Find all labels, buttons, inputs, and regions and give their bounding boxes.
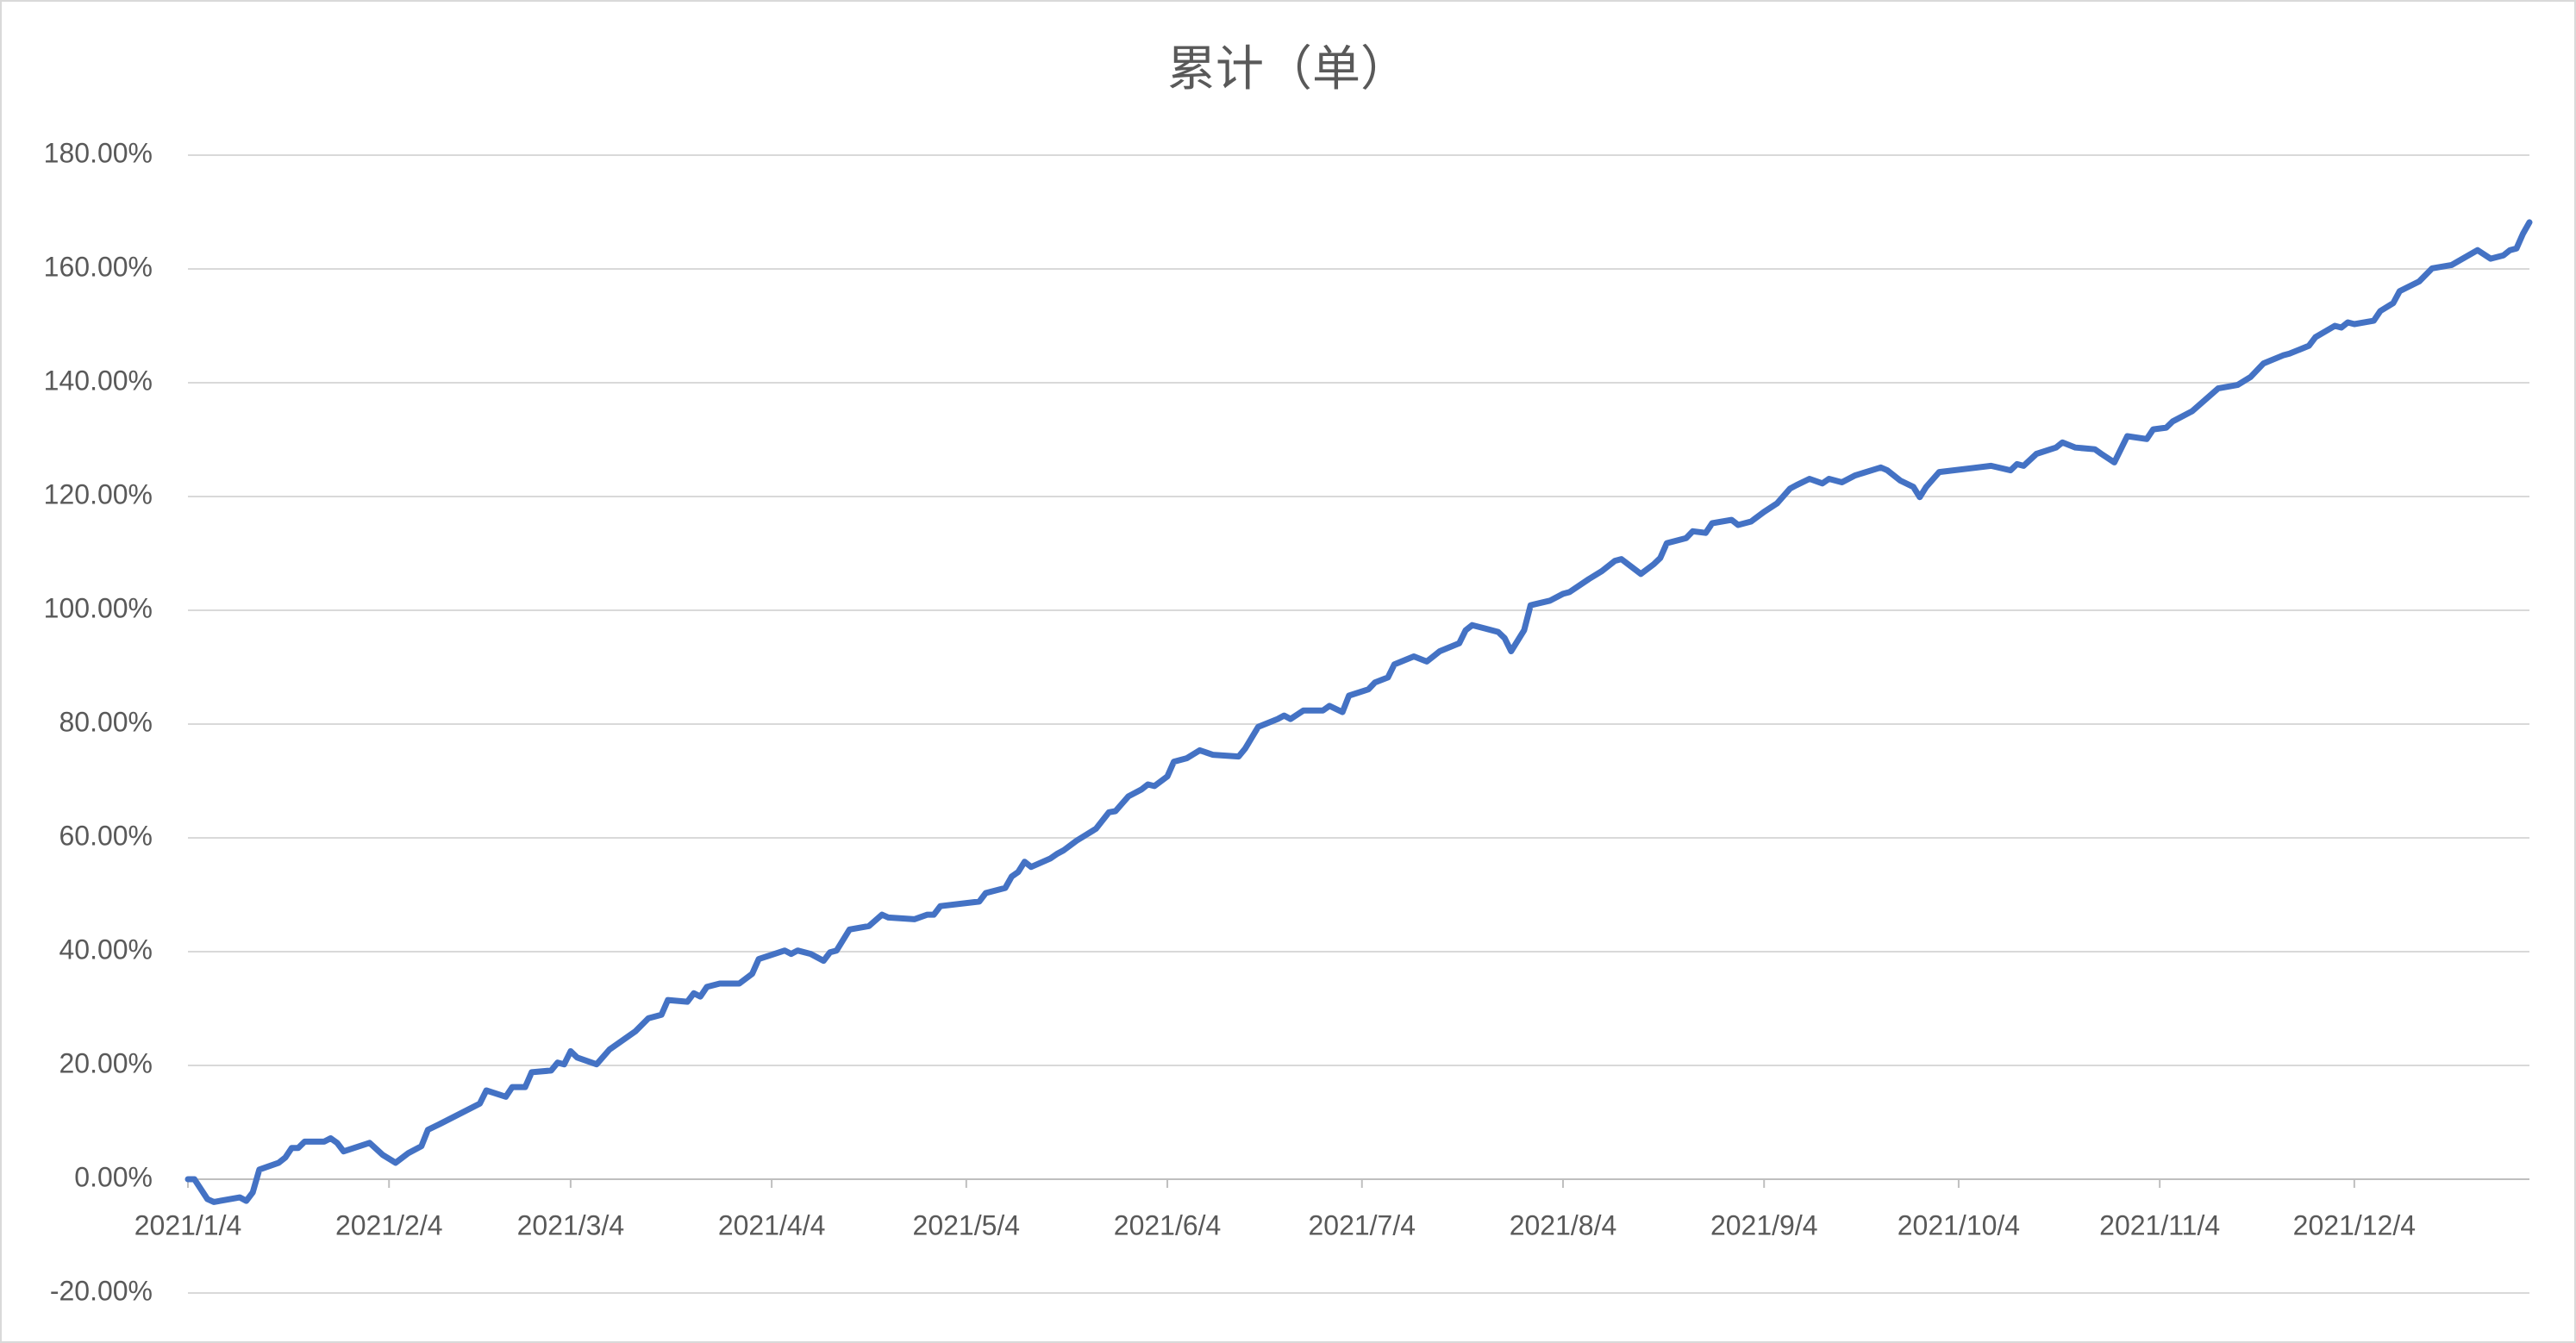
y-tick-label: -20.00% [50,1275,153,1306]
x-tick-label: 2021/11/4 [2099,1209,2220,1240]
x-tick-label: 2021/9/4 [1710,1209,1818,1240]
x-tick-label: 2021/3/4 [517,1209,625,1240]
x-tick-label: 2021/6/4 [1114,1209,1222,1240]
chart-title: 累计（单） [1167,41,1409,96]
y-tick-label: 120.00% [44,478,153,509]
x-tick-label: 2021/4/4 [718,1209,826,1240]
data-line [184,219,2533,1205]
x-tick-label: 2021/1/4 [134,1209,242,1240]
y-tick-label: 40.00% [59,934,153,965]
y-tick-label: 100.00% [44,592,153,623]
y-tick-label: 160.00% [44,251,153,282]
y-tick-label: 20.00% [59,1047,153,1078]
y-tick-label: 180.00% [44,137,153,168]
y-tick-label: 60.00% [59,820,153,851]
x-tick-label: 2021/7/4 [1308,1209,1416,1240]
y-tick-label: 0.00% [74,1161,153,1192]
x-tick-label: 2021/10/4 [1898,1209,2020,1240]
x-tick-label: 2021/2/4 [335,1209,443,1240]
x-tick-label: 2021/8/4 [1510,1209,1617,1240]
y-tick-label: 140.00% [44,365,153,396]
x-tick-label: 2021/5/4 [913,1209,1021,1240]
y-tick-label: 80.00% [59,706,153,737]
x-tick-label: 2021/12/4 [2293,1209,2416,1240]
